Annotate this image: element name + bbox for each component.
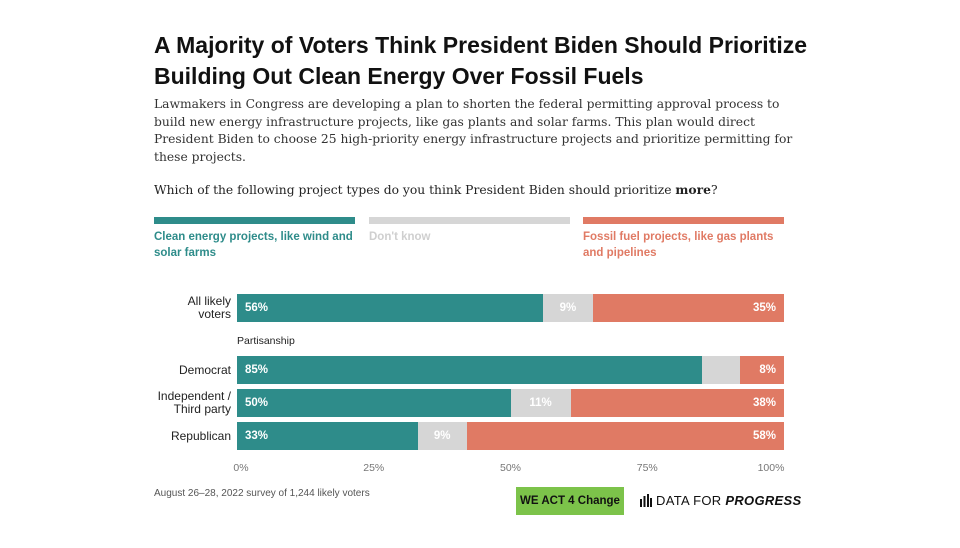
x-tick-label: 0%	[233, 462, 249, 474]
bar-segment-fossil	[570, 389, 784, 417]
legend-fossil: Fossil fuel projects, like gas plants an…	[583, 217, 784, 261]
chart-title: A Majority of Voters Think President Bid…	[154, 32, 808, 89]
group-label-partisanship: Partisanship	[237, 335, 295, 347]
x-tick-label: 50%	[499, 462, 522, 474]
bar-segment-dont-know	[417, 422, 467, 450]
bar-value-label: 85%	[245, 364, 269, 376]
row-label: All likely voters	[187, 294, 231, 321]
legend-label-dont-know: Don't know	[369, 231, 431, 243]
data-for-progress-logo: DATA FOR PROGRESS	[640, 492, 801, 510]
x-tick-label: 25%	[363, 462, 385, 474]
bar-row: 33% 9% 58%	[237, 422, 784, 450]
bar-row: 85% 8%	[237, 356, 784, 384]
bar-segment-fossil	[466, 422, 784, 450]
bar-value-label: 58%	[752, 430, 776, 442]
x-tick-label: 75%	[636, 462, 658, 474]
bar-value-label: 38%	[752, 397, 776, 409]
bar-segment-clean	[237, 422, 418, 450]
bar-value-label: 9%	[559, 302, 577, 314]
bar-row: 56% 9% 35%	[237, 294, 784, 322]
dfp-prefix: DATA FOR	[656, 493, 726, 508]
we-act-logo: WE ACT 4 Change	[516, 487, 624, 515]
bar-segment-dont-know	[510, 389, 571, 417]
bar-value-label: 11%	[529, 397, 552, 409]
bar-value-label: 9%	[433, 430, 451, 442]
bar-value-label: 50%	[245, 397, 269, 409]
chart-subtitle: Lawmakers in Congress are developing a p…	[154, 97, 793, 164]
bar-chart-icon	[640, 494, 652, 507]
question-prefix: Which of the following project types do …	[154, 183, 676, 197]
legend-clean: Clean energy projects, like wind and sol…	[154, 217, 355, 261]
question-emphasis: more	[675, 182, 711, 197]
bar-value-label: 35%	[752, 302, 776, 314]
row-label: Independent / Third party	[157, 389, 231, 416]
survey-footnote: August 26–28, 2022 survey of 1,244 likel…	[154, 488, 370, 499]
bar-row: 50% 11% 38%	[237, 389, 784, 417]
bar-value-label: 56%	[245, 302, 269, 314]
legend-label-clean: Clean energy projects, like wind and sol…	[154, 231, 353, 259]
bar-segment-dont-know	[701, 356, 741, 384]
legend-swatch-clean	[154, 217, 355, 224]
legend-swatch-dont-know	[369, 217, 570, 224]
legend-swatch-fossil	[583, 217, 784, 224]
bar-value-label: 33%	[245, 430, 269, 442]
legend-label-fossil: Fossil fuel projects, like gas plants an…	[583, 231, 774, 259]
row-label: Democrat	[178, 362, 231, 377]
legend-dont-know: Don't know	[369, 217, 570, 245]
bar-segment-fossil	[740, 356, 784, 384]
survey-question: Which of the following project types do …	[154, 182, 794, 197]
bar-segment-clean	[237, 356, 702, 384]
bar-value-label: 8%	[759, 364, 776, 376]
dfp-strong: PROGRESS	[725, 493, 802, 508]
question-suffix: ?	[710, 183, 718, 197]
row-label: Republican	[170, 428, 231, 443]
bar-segment-clean	[237, 294, 544, 322]
bar-segment-fossil	[592, 294, 784, 322]
bar-segment-clean	[237, 389, 511, 417]
x-tick-label: 100%	[757, 462, 785, 474]
bar-segment-dont-know	[543, 294, 593, 322]
